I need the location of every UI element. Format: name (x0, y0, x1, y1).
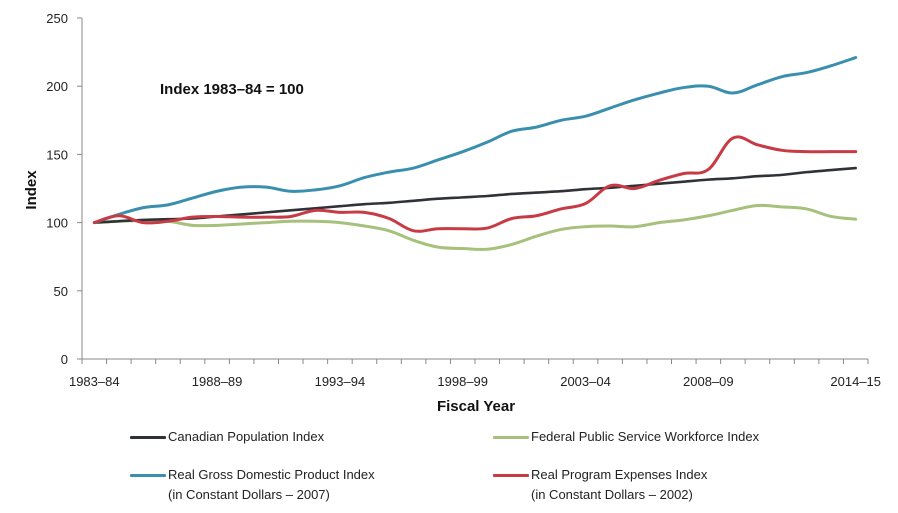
series-line-program-expenses (92, 135, 858, 233)
legend-label-workforce: Federal Public Service Workforce Index (531, 427, 759, 447)
legend-label-line: Real Program Expenses Index (531, 467, 708, 482)
x-tick-label: 2003–04 (560, 374, 611, 389)
x-tick-label: 2008–09 (683, 374, 734, 389)
x-tick-label: 1998–99 (437, 374, 488, 389)
x-axis-title: Fiscal Year (437, 398, 515, 415)
y-ticks: 0 50 100 150 200 250 (46, 11, 82, 367)
y-axis-title: Index (23, 170, 40, 210)
legend-label-line: Real Gross Domestic Product Index (168, 467, 375, 482)
x-tick-label: 1993–94 (315, 374, 366, 389)
legend-label-gdp: Real Gross Domestic Product Index (in Co… (168, 465, 375, 505)
y-tick-label: 200 (46, 79, 68, 94)
legend-label-line: Federal Public Service Workforce Index (531, 429, 760, 444)
legend-label-program-expenses: Real Program Expenses Index (in Constant… (531, 465, 707, 505)
legend-label-population: Canadian Population Index (168, 427, 324, 447)
legend-swatch-gdp (130, 474, 166, 477)
series-line-gdp (92, 56, 858, 225)
y-tick-label: 50 (54, 284, 68, 299)
y-tick-label: 150 (46, 147, 68, 162)
index-base-annotation: Index 1983–84 = 100 (160, 81, 304, 98)
y-tick-label: 250 (46, 11, 68, 26)
legend-swatch-program-expenses (493, 474, 529, 477)
series-lines (92, 56, 858, 251)
x-ticks: 1983–84 1988–89 1993–94 1998–99 2003–04 2008–… (69, 359, 881, 389)
axes: 0 50 100 150 200 250 1983–84 1988–89 1993–94 199… (46, 11, 881, 389)
y-tick-label: 100 (46, 216, 68, 231)
legend-item-program-expenses: Real Program Expenses Index (in Constant… (493, 465, 707, 505)
y-tick-label: 0 (61, 352, 68, 367)
series-line-workforce (92, 203, 858, 251)
legend-swatch-workforce (493, 436, 529, 439)
legend-label-line: Canadian Population Index (168, 429, 325, 444)
legend-label-line: (in Constant Dollars – 2007) (168, 487, 330, 502)
x-tick-label: 1983–84 (69, 374, 120, 389)
legend-item-gdp: Real Gross Domestic Product Index (in Co… (130, 465, 375, 505)
legend-swatch-population (130, 436, 166, 439)
legend-item-workforce: Federal Public Service Workforce Index (493, 427, 759, 447)
legend-item-population: Canadian Population Index (130, 427, 324, 447)
x-tick-label: 1988–89 (192, 374, 243, 389)
legend-label-line: (in Constant Dollars – 2002) (531, 487, 693, 502)
x-tick-label: 2014–15 (830, 374, 881, 389)
